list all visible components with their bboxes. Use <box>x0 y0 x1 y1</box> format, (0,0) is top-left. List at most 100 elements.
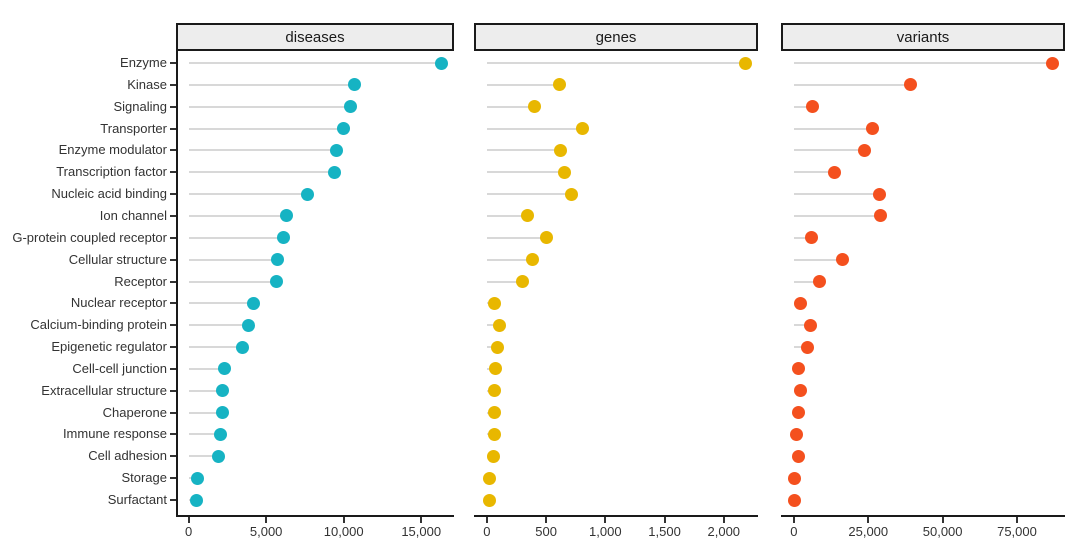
lollipop-dot <box>488 362 502 376</box>
lollipop-stem <box>793 258 843 261</box>
lollipop-dot <box>865 122 879 136</box>
lollipop-stem <box>486 62 746 64</box>
lollipop-stem <box>188 127 344 130</box>
x-axis-tick-label: 0 <box>790 524 798 539</box>
lollipop-stem <box>793 149 865 152</box>
facet-strip-genes: genes <box>474 23 758 51</box>
lollipop-dot <box>216 406 230 420</box>
x-axis-tick-label: 0 <box>185 524 193 539</box>
lollipop-dot <box>515 275 529 288</box>
y-axis-tick <box>170 302 176 305</box>
lollipop-dot <box>904 78 917 92</box>
lollipop-stem <box>486 214 528 217</box>
lollipop-dot <box>873 187 887 201</box>
y-axis-tick <box>170 193 176 196</box>
category-label: Transporter <box>100 120 167 136</box>
category-label: Nuclear receptor <box>70 295 167 311</box>
y-axis-tick <box>170 127 176 130</box>
lollipop-dot <box>791 406 805 420</box>
lollipop-dot <box>190 493 204 507</box>
x-axis-tick-label: 0 <box>483 524 491 539</box>
lollipop-dot <box>269 275 283 288</box>
lollipop-stem <box>486 236 547 239</box>
lollipop-stem <box>188 367 225 370</box>
category-label: Storage <box>121 470 167 486</box>
category-label: Immune response <box>62 426 167 442</box>
category-label: Enzyme <box>120 55 167 70</box>
lollipop-dot <box>330 143 344 157</box>
lollipop-stem <box>793 236 812 239</box>
x-axis-tick-label: 10,000 <box>323 524 364 539</box>
lollipop-dot <box>486 449 500 463</box>
facet-strip-variants: variants <box>781 23 1065 51</box>
lollipop-stem <box>793 324 811 327</box>
lollipop-dot <box>434 56 448 70</box>
lollipop-dot <box>813 275 827 288</box>
y-axis-tick <box>170 433 176 436</box>
lollipop-dot <box>793 384 807 398</box>
lollipop-dot <box>1045 56 1059 70</box>
lollipop-stem <box>188 105 351 108</box>
category-label: Transcription factor <box>56 164 167 180</box>
x-axis-tick-label: 25,000 <box>848 524 889 539</box>
x-axis-tick <box>941 517 944 523</box>
y-axis-tick <box>170 83 176 86</box>
lollipop-dot <box>804 231 818 245</box>
category-label: Cellular structure <box>68 251 167 267</box>
y-axis-tick <box>170 171 176 174</box>
lollipop-stem <box>486 83 560 86</box>
lollipop-dot <box>487 296 501 310</box>
lollipop-dot <box>576 122 590 136</box>
lollipop-dot <box>487 427 501 441</box>
lollipop-dot <box>792 449 806 463</box>
x-axis-tick <box>187 517 190 523</box>
lollipop-stem <box>486 171 565 174</box>
lollipop-dot <box>212 449 226 463</box>
lollipop-stem <box>188 193 308 196</box>
y-axis-tick <box>170 324 176 327</box>
lollipop-dot <box>348 78 362 92</box>
lollipop-stem <box>793 193 880 196</box>
lollipop-stem <box>793 105 813 108</box>
lollipop-dot <box>874 209 888 223</box>
lollipop-stem <box>188 411 223 414</box>
lollipop-stem <box>793 62 1053 64</box>
lollipop-dot <box>483 471 497 485</box>
facet-title-genes: genes <box>595 28 637 46</box>
category-label: G-protein coupled receptor <box>12 229 167 245</box>
y-axis-tick <box>170 236 176 239</box>
category-label: Epigenetic regulator <box>51 339 167 355</box>
lollipop-stem <box>793 83 911 86</box>
category-label: Calcium-binding protein <box>30 317 167 333</box>
y-axis-tick <box>170 455 176 458</box>
lollipop-stem <box>188 83 355 86</box>
x-axis-tick <box>265 517 268 523</box>
x-axis-tick <box>485 517 488 523</box>
lollipop-dot <box>793 296 807 310</box>
category-label: Cell adhesion <box>88 448 167 464</box>
lollipop-stem <box>486 258 533 261</box>
lollipop-stem <box>188 258 277 261</box>
lollipop-stem <box>486 105 535 108</box>
category-label: Enzyme modulator <box>58 142 167 158</box>
lollipop-dot <box>857 143 871 157</box>
x-axis-tick-label: 5,000 <box>249 524 283 539</box>
x-axis-tick-label: 1,000 <box>589 524 622 539</box>
lollipop-dot <box>800 340 814 354</box>
y-axis-tick <box>170 280 176 283</box>
x-axis-tick <box>663 517 666 523</box>
y-axis-tick <box>170 149 176 152</box>
x-axis-tick <box>342 517 345 523</box>
x-axis-line <box>474 515 758 517</box>
lollipop-dot <box>218 362 232 376</box>
lollipop-stem <box>793 214 881 217</box>
lollipop-stem <box>188 455 219 458</box>
x-axis-tick-label: 1,500 <box>648 524 681 539</box>
lollipop-stem <box>486 149 561 152</box>
facet-strip-diseases: diseases <box>176 23 454 51</box>
lollipop-stem <box>188 324 248 327</box>
lollipop-dot <box>790 427 804 441</box>
lollipop-dot <box>557 165 571 179</box>
lollipop-dot <box>270 253 284 267</box>
lollipop-dot <box>491 340 505 354</box>
